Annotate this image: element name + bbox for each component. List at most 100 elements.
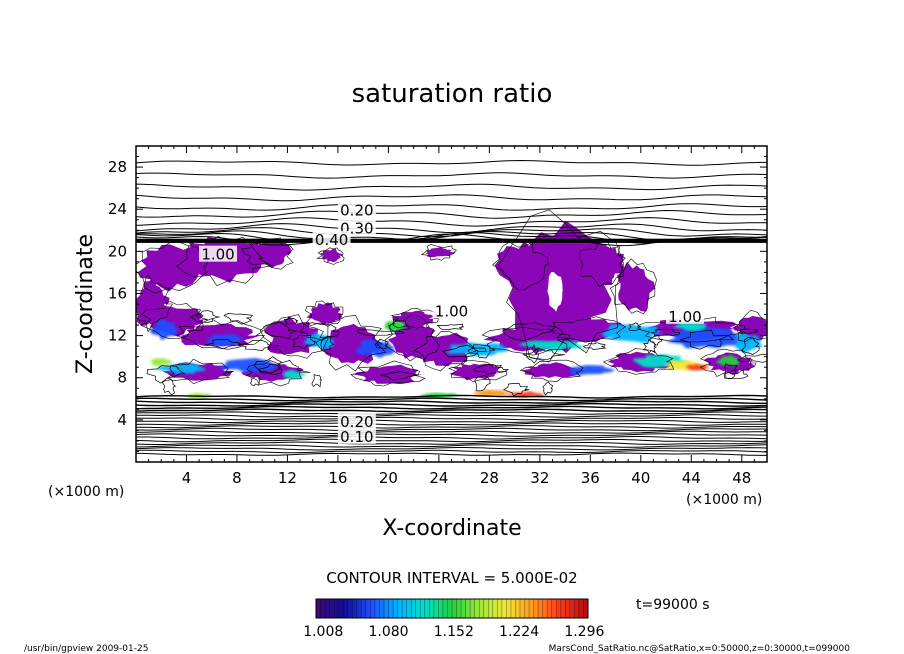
colorbar: 1.008 1.080 1.152 1.224 1.296 bbox=[303, 598, 604, 640]
colorbar-swatch bbox=[406, 599, 412, 618]
colorbar-swatch bbox=[520, 599, 526, 618]
contour-line bbox=[679, 329, 735, 350]
y-axis-unit: (×1000 m) bbox=[48, 484, 124, 500]
contour-line bbox=[501, 322, 556, 342]
contour-line bbox=[136, 449, 767, 454]
colorbar-swatch bbox=[316, 599, 322, 618]
region-contour bbox=[699, 348, 757, 377]
contour-line bbox=[136, 397, 767, 402]
saturation-core bbox=[282, 369, 308, 380]
region-contour bbox=[602, 348, 675, 375]
contour-label-bg bbox=[199, 245, 238, 262]
contour-line bbox=[388, 319, 411, 332]
colorbar-label: 1.296 bbox=[564, 624, 604, 640]
supersat-region bbox=[319, 248, 343, 263]
colorbar-swatch bbox=[578, 599, 584, 618]
saturation-core bbox=[204, 334, 245, 347]
region-contour bbox=[166, 358, 234, 385]
contour-label: 1.00 bbox=[201, 246, 234, 264]
footer-right: MarsCond_SatRatio.nc@SatRatio,x=0:50000,… bbox=[549, 644, 851, 654]
x-axis-label: X-coordinate bbox=[382, 516, 521, 541]
subsat-hole bbox=[462, 292, 484, 305]
contour-line bbox=[136, 422, 767, 426]
contour-line bbox=[627, 322, 642, 332]
contour-line bbox=[136, 217, 767, 227]
contour-line bbox=[136, 209, 767, 219]
region-contour bbox=[519, 359, 584, 382]
contour-line bbox=[542, 381, 554, 396]
contour-line bbox=[136, 223, 767, 234]
contour-line bbox=[525, 344, 540, 364]
colorbar-label: 1.008 bbox=[303, 624, 343, 640]
contour-line bbox=[380, 371, 418, 381]
chart-title: saturation ratio bbox=[352, 79, 553, 109]
colorbar-swatch bbox=[356, 599, 362, 618]
supersat-region bbox=[246, 239, 292, 268]
contour-line bbox=[136, 411, 767, 415]
colorbar-swatch bbox=[447, 599, 453, 618]
contour-line bbox=[136, 159, 767, 166]
contour-layer bbox=[136, 159, 767, 456]
colorbar-label: 1.080 bbox=[368, 624, 408, 640]
saturation-core bbox=[672, 322, 708, 331]
saturation-core bbox=[716, 354, 744, 366]
supersat-region bbox=[581, 244, 626, 286]
saturation-core bbox=[218, 358, 284, 373]
saturation-core bbox=[472, 389, 513, 397]
footer-left: /usr/bin/gpview 2009-01-25 bbox=[24, 644, 148, 654]
contour-line bbox=[136, 394, 767, 399]
contour-line bbox=[136, 416, 767, 421]
contour-line bbox=[259, 363, 283, 375]
colorbar-swatch bbox=[420, 599, 426, 618]
contour-line bbox=[136, 172, 767, 179]
colorbar-swatch bbox=[474, 599, 480, 618]
region-contour bbox=[305, 300, 344, 327]
y-tick-label: 8 bbox=[117, 369, 127, 387]
contour-line bbox=[374, 338, 389, 349]
x-tick-label: 40 bbox=[631, 469, 650, 487]
contour-line bbox=[136, 203, 767, 211]
contour-line bbox=[284, 316, 299, 325]
contour-line bbox=[467, 344, 496, 359]
contour-line bbox=[320, 335, 334, 351]
saturation-core bbox=[354, 339, 398, 358]
colorbar-swatch bbox=[379, 599, 385, 618]
region-contour bbox=[448, 360, 508, 383]
saturation-core bbox=[150, 319, 179, 341]
contour-line bbox=[136, 452, 767, 456]
x-tick-label: 16 bbox=[328, 469, 347, 487]
region-contour bbox=[176, 236, 274, 287]
region-contour bbox=[579, 239, 626, 288]
contour-label: 0.40 bbox=[315, 231, 348, 249]
y-tick-label: 24 bbox=[108, 200, 127, 218]
region-contour bbox=[552, 316, 627, 343]
colorbar-swatch bbox=[524, 599, 530, 618]
contour-label-bg bbox=[337, 413, 376, 430]
colorbar-swatch bbox=[388, 599, 394, 618]
contour-line bbox=[136, 427, 767, 432]
colorbar-swatch bbox=[334, 599, 340, 618]
colorbar-swatch bbox=[320, 599, 326, 618]
contour-line bbox=[522, 347, 565, 361]
colorbar-label: 1.224 bbox=[499, 624, 539, 640]
contour-line bbox=[146, 365, 186, 384]
saturation-core bbox=[734, 333, 764, 353]
contour-line bbox=[724, 363, 738, 380]
region-contour bbox=[246, 360, 311, 387]
contour-label-bg bbox=[432, 302, 471, 319]
supersat-region bbox=[425, 246, 455, 258]
colorbar-swatch bbox=[483, 599, 489, 618]
contour-line bbox=[136, 433, 767, 437]
contour-line bbox=[436, 323, 465, 330]
contour-label: 1.00 bbox=[668, 308, 701, 326]
colorbar-swatch bbox=[374, 599, 380, 618]
contour-line bbox=[474, 374, 491, 392]
colorbar-swatch bbox=[329, 599, 335, 618]
colorbar-swatch bbox=[361, 599, 367, 618]
colorbar-swatch bbox=[397, 599, 403, 618]
x-tick-label: 8 bbox=[232, 469, 242, 487]
colorbar-swatch bbox=[347, 599, 353, 618]
contour-label-bg bbox=[312, 230, 351, 247]
colorbar-swatch bbox=[547, 599, 553, 618]
